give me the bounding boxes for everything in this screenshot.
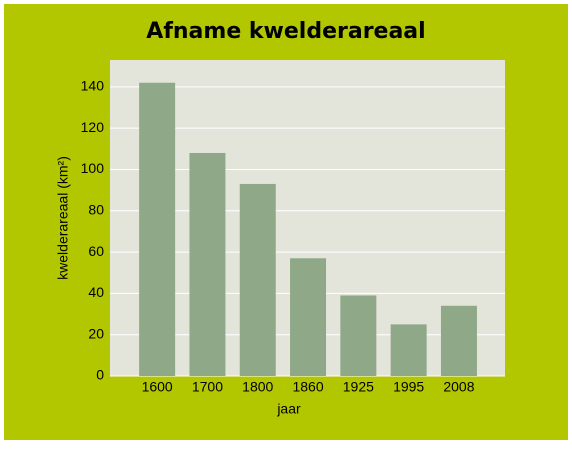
bar: [440, 305, 477, 376]
y-tick-label: 120: [81, 119, 105, 135]
bar: [239, 183, 276, 376]
y-tick-label: 80: [88, 201, 104, 217]
x-tick-label: 1995: [393, 379, 424, 395]
y-tick-label: 100: [81, 160, 105, 176]
y-tick-label: 140: [81, 78, 105, 94]
bar: [189, 152, 226, 376]
bar: [139, 82, 176, 376]
bar: [390, 324, 427, 376]
chart-title: Afname kwelderareaal: [146, 19, 425, 44]
x-tick-label: 1925: [343, 379, 374, 395]
y-tick-label: 0: [96, 367, 104, 383]
x-tick-label: 2008: [443, 379, 474, 395]
x-tick-label: 1600: [142, 379, 173, 395]
y-axis-label: kwelderareaal (km²): [55, 156, 71, 280]
y-tick-label: 60: [88, 243, 104, 259]
x-tick-label: 1860: [292, 379, 323, 395]
y-tick-label: 20: [88, 325, 104, 341]
bar: [290, 258, 327, 376]
y-tick-label: 40: [88, 284, 104, 300]
bar: [340, 295, 377, 376]
x-tick-label: 1800: [242, 379, 273, 395]
x-tick-label: 1700: [192, 379, 223, 395]
x-axis-label: jaar: [276, 401, 301, 417]
